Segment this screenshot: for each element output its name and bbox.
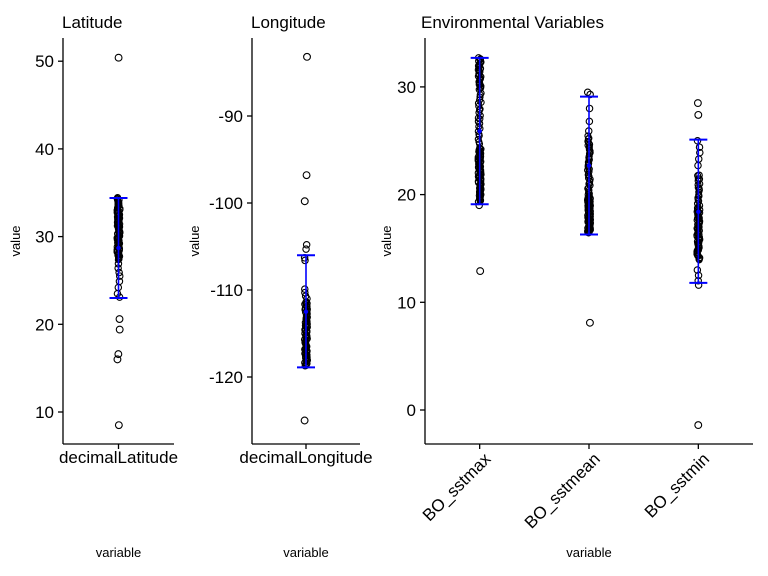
data-point <box>303 294 311 303</box>
mean-point <box>303 309 309 314</box>
data-point <box>302 245 310 253</box>
data-point <box>302 241 311 249</box>
mean-point <box>116 245 121 251</box>
errorbar-BO_sstmin <box>689 138 708 284</box>
outlier-point <box>113 355 122 364</box>
outlier-point <box>115 325 124 334</box>
outlier-point <box>114 421 123 430</box>
y-tick-label: 20 <box>397 186 416 205</box>
outlier-point <box>585 318 594 327</box>
data-point <box>695 143 704 151</box>
mean-point <box>586 163 592 168</box>
x-tick-label: BO_sstmax <box>419 449 495 525</box>
data-point <box>474 135 482 143</box>
errorbar-decimalLongitude <box>297 254 315 369</box>
y-axis-title: value <box>187 225 202 256</box>
y-axis-title: value <box>379 225 394 256</box>
x-axis-title: variable <box>96 545 142 560</box>
y-tick-label: 30 <box>397 78 416 97</box>
outlier-point <box>694 421 703 430</box>
x-axis-title: variable <box>566 545 612 560</box>
x-tick-label: BO_sstmin <box>641 449 713 521</box>
plot-title: Environmental Variables <box>421 13 604 32</box>
plot-environmental-variables: Environmental Variables 0 10 20 30 value varia… <box>379 13 753 560</box>
plot-title: Latitude <box>62 13 123 32</box>
x-tick-label: decimalLongitude <box>239 448 372 467</box>
data-point <box>301 256 309 265</box>
y-tick-label: -100 <box>209 194 243 213</box>
x-tick-label: decimalLatitude <box>59 448 178 467</box>
y-axis-title: value <box>8 225 23 256</box>
x-axis-title: variable <box>283 545 329 560</box>
outlier-point <box>693 99 702 108</box>
plot-latitude: Latitude 10 20 30 40 50 value variable decimalLa… <box>8 13 178 560</box>
y-tick-label: 40 <box>35 140 54 159</box>
outlier-point <box>303 52 311 61</box>
data-point <box>693 266 702 274</box>
y-tick-label: 0 <box>407 401 416 420</box>
y-tick-label: -110 <box>210 281 243 300</box>
data-point <box>693 137 702 145</box>
data-point <box>477 89 485 97</box>
y-tick-label: 50 <box>35 52 54 71</box>
errorbar-BO_sstmax <box>470 56 489 206</box>
errorbar-BO_sstmean <box>580 95 598 236</box>
y-tick-label: 10 <box>35 403 54 422</box>
data-point <box>115 272 124 280</box>
outlier-point <box>114 53 123 62</box>
mean-point <box>477 128 482 134</box>
y-tick-label: -120 <box>209 368 243 387</box>
y-tick-label: 30 <box>35 228 54 247</box>
y-tick-label: -90 <box>218 107 243 126</box>
outlier-point <box>694 110 703 119</box>
outlier-point <box>115 315 124 323</box>
y-tick-label: 20 <box>35 315 54 334</box>
outlier-point <box>114 350 123 359</box>
y-tick-label: 10 <box>397 293 416 312</box>
plot-longitude: Longitude -120 -110 -100 -90 value variable dec… <box>187 13 373 560</box>
outlier-point <box>476 267 485 276</box>
data-point <box>695 185 703 193</box>
outlier-point <box>300 416 309 425</box>
errorbar-decimalLatitude <box>109 197 128 299</box>
mean-point <box>696 209 701 215</box>
data-point <box>583 88 592 97</box>
data-point <box>301 285 309 293</box>
outlier-point <box>302 171 311 180</box>
plot-title: Longitude <box>251 13 326 32</box>
outlier-point <box>300 197 309 206</box>
data-point <box>586 90 594 99</box>
x-tick-label: BO_sstmean <box>521 449 604 532</box>
data-point <box>584 132 592 140</box>
